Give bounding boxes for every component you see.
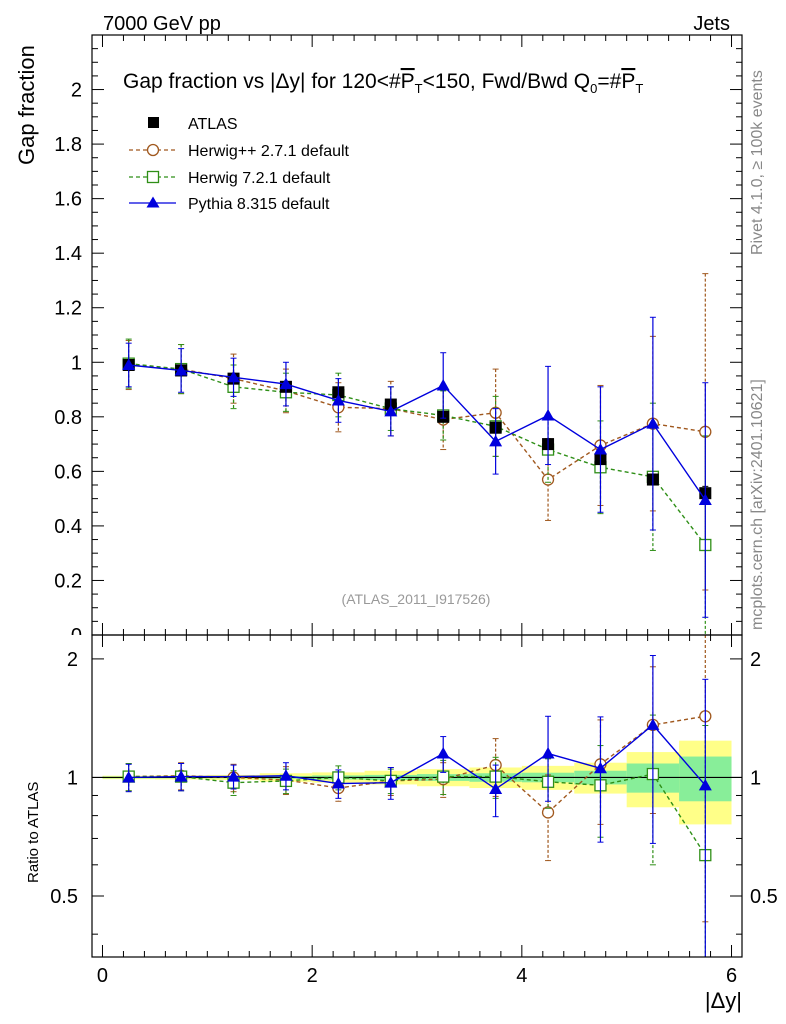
data-point-marker [174,770,188,782]
data-point-marker [122,770,136,783]
series-line [128,364,706,481]
uncertainty-bands [102,740,732,825]
y-tick-label: 1.8 [54,134,82,156]
data-point-marker [646,417,660,429]
data-point-marker [489,782,503,794]
data-point-marker [331,393,345,406]
analysis-watermark: (ATLAS_2011_I917526) [342,591,491,607]
data-point-marker [279,377,293,390]
title-prefix: Gap fraction vs |Δy| for 120<# [123,70,401,93]
title-middle: <150, Fwd/Bwd Q [423,70,591,93]
data-point-marker [593,761,607,774]
legend-entry-atlas: ATLAS [148,116,238,133]
ratio-y-tick-label: 1 [67,767,78,789]
series-line [128,723,706,790]
data-point-marker [698,493,712,505]
data-point-marker [384,776,398,788]
y-tick-label: 0.6 [54,461,82,483]
data-point-marker [279,769,293,781]
series-line [128,362,706,546]
title-pt-subscript-2: T [635,81,643,96]
legend-marker-pythia [146,196,160,208]
y-tick-label: 1.4 [54,243,82,265]
legend: ATLAS Herwig++ 2.7.1 default Herwig 7.2.… [129,116,350,213]
data-point-marker [698,778,712,791]
series-layer [122,273,712,958]
y-tick-label-zero: 0 [71,625,82,647]
y-tick-label: 1.2 [54,298,82,320]
x-axis-label: |Δy| [705,988,742,1013]
legend-marker-atlas [148,117,159,128]
legend-marker-herwigpp [146,143,160,157]
y-axis-label: Gap fraction [14,45,39,165]
y-tick-label: 0.2 [54,570,82,592]
data-point-marker [384,404,398,417]
data-point-marker [436,747,450,759]
title-q-subscript: 0 [590,81,597,96]
title-equals: =# [597,70,621,93]
y-tick-label: 0.8 [54,407,82,429]
data-point-marker [541,806,555,819]
legend-entry-pythia: Pythia 8.315 default [129,196,330,213]
legend-entry-herwigpp: Herwig++ 2.7.1 default [129,143,350,160]
data-point-marker [541,408,555,421]
ratio-y-tick-label: 2 [67,649,78,671]
series-data-main [122,359,712,501]
y-tick-label: 1.6 [54,189,82,211]
rivet-version-label: Rivet 4.1.0, ≥ 100k events [749,70,766,255]
series-line [128,364,706,501]
data-point-marker [646,718,660,730]
series-pythia-main [122,316,712,618]
series-line [128,715,706,814]
ratio-y-tick-label-right: 2 [750,649,761,671]
chart-title: Gap fraction vs |Δy| for 120<#PT<150, Fw… [123,70,643,96]
legend-marker-herwig7 [146,170,160,184]
x-tick-label: 4 [516,965,527,987]
series-line [128,773,706,856]
data-point-marker [227,370,241,383]
title-pt-subscript: T [415,81,423,96]
y-tick-label: 1 [71,352,82,374]
data-point-marker [436,378,450,391]
x-tick-label: 0 [97,965,108,987]
series-pythia-ratio [122,655,712,958]
header-process: Jets [693,13,730,35]
series-herwig7-ratio [122,714,712,958]
title-pt-symbol: P [401,70,415,93]
data-point-marker [593,443,607,455]
data-point-marker [489,434,503,447]
y-tick-label: 2 [71,80,82,102]
ratio-y-tick-label-right: 1 [750,767,761,789]
data-point-marker [122,358,136,370]
x-tick-label: 6 [726,965,737,987]
legend-label-herwigpp: Herwig++ 2.7.1 default [188,143,350,160]
ratio-y-tick-label: 0.5 [50,886,78,908]
header-energy: 7000 GeV pp [103,13,221,35]
title-pt-symbol-2: P [621,70,635,93]
data-point-marker [227,770,241,782]
series-herwigpp-main [122,273,712,591]
data-point-marker [541,747,555,759]
ratio-y-axis-label: Ratio to ATLAS [25,782,42,883]
legend-label-herwig7: Herwig 7.2.1 default [188,170,331,187]
data-point-marker [331,777,345,789]
y-tick-label: 0.4 [54,516,82,538]
ratio-y-tick-label-right: 0.5 [750,886,778,908]
mcplots-label: mcplots.cern.ch [arXiv:2401.10621] [749,379,766,630]
x-tick-label: 2 [307,965,318,987]
data-point-marker [174,363,188,376]
legend-entry-herwig7: Herwig 7.2.1 default [129,170,331,187]
legend-label-atlas: ATLAS [188,116,238,133]
legend-label-pythia: Pythia 8.315 default [188,196,330,213]
